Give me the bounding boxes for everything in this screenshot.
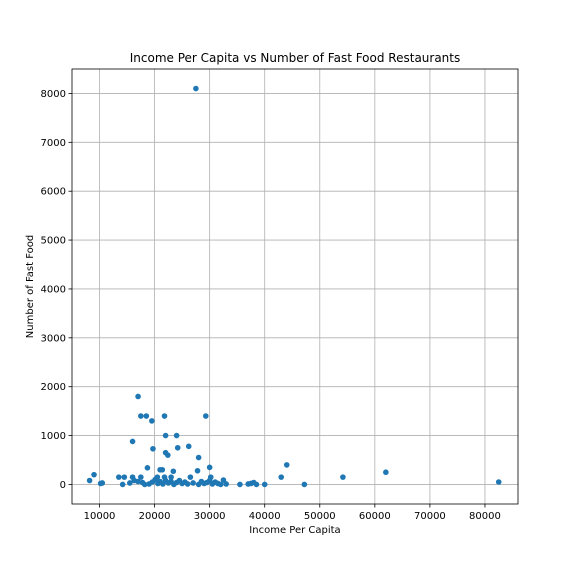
data-point	[127, 480, 133, 486]
data-point	[383, 469, 389, 476]
data-point	[283, 462, 290, 468]
data-point	[301, 481, 308, 488]
data-point	[119, 481, 126, 488]
data-point	[135, 393, 141, 400]
data-point	[223, 481, 229, 487]
data-point	[138, 413, 144, 419]
y-tick-label: 2000	[41, 382, 66, 393]
points-layer	[86, 85, 502, 488]
data-point	[170, 468, 177, 475]
data-point	[162, 432, 169, 439]
y-tick-label: 4000	[41, 284, 66, 295]
y-tick-label: 6000	[41, 187, 66, 198]
y-tick-label: 3000	[41, 333, 66, 344]
data-point	[253, 481, 260, 488]
data-point	[91, 471, 97, 478]
data-point	[168, 474, 174, 480]
data-point	[195, 454, 202, 461]
data-point	[86, 477, 93, 484]
data-point	[173, 432, 180, 439]
data-point	[194, 467, 201, 474]
data-point	[99, 480, 106, 486]
data-point	[261, 481, 268, 488]
data-point	[144, 465, 151, 471]
x-tick-label: 30000	[194, 511, 226, 522]
x-tick-label: 80000	[469, 511, 501, 522]
data-point	[129, 438, 136, 445]
y-tick-label: 7000	[41, 138, 66, 149]
data-point	[138, 474, 144, 480]
data-point	[150, 445, 156, 452]
y-tick-label: 5000	[41, 236, 66, 247]
ticks-layer: 10000 20000 30000 40000 50000 60000 70000 80000…	[41, 89, 501, 522]
data-point	[116, 474, 122, 480]
x-tick-label: 70000	[414, 511, 446, 522]
data-point	[340, 474, 346, 480]
plot-frame	[71, 68, 519, 505]
data-point	[220, 477, 227, 483]
x-axis-label: Income Per Capita	[249, 525, 340, 536]
y-tick-label: 0	[60, 480, 66, 491]
data-point	[206, 464, 213, 471]
x-tick-label: 40000	[249, 511, 281, 522]
x-tick-label: 60000	[359, 511, 391, 522]
data-point	[161, 413, 168, 419]
data-point	[278, 474, 285, 480]
data-point	[187, 474, 194, 480]
chart-title: Income Per Capita vs Number of Fast Food…	[130, 51, 461, 65]
y-tick-label: 1000	[41, 431, 66, 442]
data-point	[135, 478, 141, 485]
data-point	[217, 481, 224, 488]
data-point	[237, 481, 243, 488]
x-tick-label: 20000	[139, 511, 171, 522]
data-point	[495, 479, 502, 485]
data-point	[203, 413, 209, 419]
data-point	[174, 444, 181, 451]
data-point	[149, 418, 155, 424]
data-point	[152, 476, 158, 483]
x-tick-label: 50000	[304, 511, 336, 522]
data-point	[159, 466, 166, 473]
data-point	[190, 480, 196, 486]
data-point	[143, 413, 150, 419]
data-point	[165, 452, 171, 458]
data-point	[185, 443, 192, 450]
data-point	[193, 85, 199, 92]
data-point	[141, 481, 148, 488]
data-point	[184, 481, 191, 487]
y-axis-label: Number of Fast Food	[25, 235, 36, 338]
data-point	[121, 474, 128, 480]
y-tick-label: 8000	[41, 89, 66, 100]
grid-layer	[72, 69, 518, 504]
x-tick-label: 10000	[84, 511, 116, 522]
